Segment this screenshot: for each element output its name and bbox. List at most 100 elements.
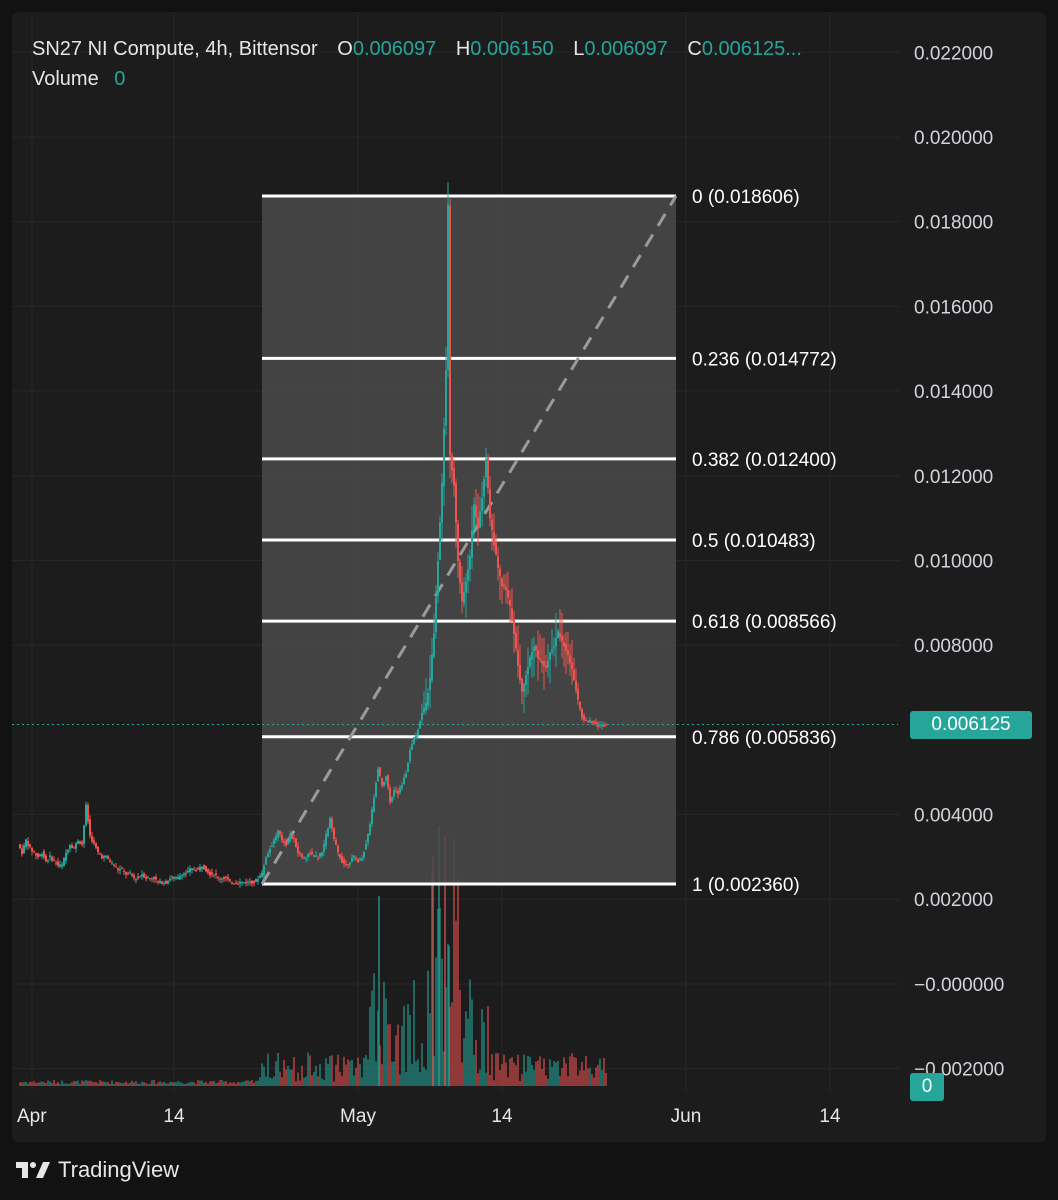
candle-body: [205, 865, 207, 872]
volume-bar: [501, 1063, 503, 1086]
candle-body: [463, 592, 465, 604]
axes: 0.022000 0.020000 0.018000 0.016000 0.014000…: [12, 43, 1004, 1127]
volume-bar: [537, 1060, 539, 1086]
candle-body: [187, 870, 189, 873]
volume-bar: [367, 1059, 369, 1086]
volume-bar: [113, 1083, 115, 1086]
candle-body: [165, 880, 167, 884]
candle-body: [317, 857, 319, 859]
volume-bar: [271, 1078, 273, 1086]
candle-body: [383, 781, 385, 787]
volume-bar: [247, 1080, 249, 1086]
candle-body: [483, 479, 485, 497]
volume-bar: [557, 1060, 559, 1086]
volume-bar: [521, 1074, 523, 1086]
candle-body: [327, 828, 329, 836]
volume-bar: [171, 1082, 173, 1086]
candle-body: [259, 875, 261, 879]
candle-body: [337, 845, 339, 853]
volume-bar: [383, 981, 385, 1086]
candle-body: [253, 880, 255, 884]
volume-bar: [349, 1061, 351, 1086]
volume-bar: [345, 1064, 347, 1086]
volume-bar: [325, 1058, 327, 1086]
candle-body: [267, 853, 269, 858]
candle-body: [235, 882, 237, 884]
y-tick-label: 0.010000: [914, 551, 993, 572]
candle-body: [163, 883, 165, 885]
candle-body: [139, 876, 141, 878]
candle-body: [51, 856, 53, 861]
volume-bar: [217, 1082, 219, 1086]
volume-bar: [469, 979, 471, 1086]
volume-bar: [79, 1083, 81, 1086]
chart-panel[interactable]: 0 (0.018606) 0.236 (0.014772) 0.382 (0.012…: [12, 12, 1046, 1142]
candle-body: [417, 729, 419, 735]
candle-body: [505, 586, 507, 590]
symbol-title[interactable]: SN27 NI Compute, 4h, Bittensor: [32, 38, 318, 60]
volume-bar: [321, 1078, 323, 1086]
volume-bar: [185, 1083, 187, 1086]
volume-bar: [39, 1082, 41, 1086]
candle-body: [257, 879, 259, 882]
tradingview-logo-icon[interactable]: [16, 1160, 50, 1180]
candle-body: [217, 877, 219, 879]
tradingview-brand[interactable]: TradingView: [58, 1157, 180, 1182]
candle-body: [247, 881, 249, 883]
candle-body: [361, 858, 363, 861]
candle-body: [349, 862, 351, 865]
candle-body: [549, 652, 551, 660]
volume-bar: [353, 1075, 355, 1086]
candle-body: [381, 778, 383, 786]
volume-bar: [423, 1066, 425, 1086]
high-value: 0.006150: [470, 38, 554, 60]
candle-body: [557, 631, 559, 639]
candle-body: [399, 787, 401, 793]
volume-bar: [129, 1082, 131, 1086]
volume-bar: [49, 1081, 51, 1086]
candle-body: [83, 825, 85, 845]
candle-body: [297, 846, 299, 854]
volume-bar: [273, 1076, 275, 1086]
candle-body: [475, 505, 477, 518]
x-tick-label: 14: [163, 1106, 185, 1127]
y-tick-label: 0.002000: [914, 890, 993, 911]
volume-bar: [135, 1080, 137, 1086]
candle-body: [319, 853, 321, 857]
candle-body: [215, 873, 217, 876]
candle-body: [497, 556, 499, 568]
candle-body: [543, 661, 545, 666]
candle-body: [179, 876, 181, 880]
candle-body: [351, 857, 353, 862]
candle-body: [219, 878, 221, 880]
volume-bar: [385, 998, 387, 1086]
volume-bar: [371, 990, 373, 1086]
candle-body: [343, 859, 345, 864]
candle-body: [99, 853, 101, 855]
candle-body: [211, 872, 213, 875]
candle-body: [113, 864, 115, 866]
volume-bar: [391, 1061, 393, 1086]
volume-bar: [93, 1082, 95, 1086]
candle-body: [389, 787, 391, 803]
candle-body: [425, 703, 427, 711]
volume-bar: [175, 1082, 177, 1086]
volume-bar: [357, 1057, 359, 1086]
volume-bar: [241, 1081, 243, 1086]
volume-bar: [139, 1083, 141, 1086]
candle-body: [45, 855, 47, 862]
candle-body: [285, 841, 287, 846]
volume-bar: [389, 1023, 391, 1086]
volume-bar: [581, 1061, 583, 1086]
volume-bar: [531, 1064, 533, 1086]
candle-body: [419, 721, 421, 729]
volume-bar: [81, 1080, 83, 1086]
price-chart[interactable]: 0 (0.018606) 0.236 (0.014772) 0.382 (0.012…: [12, 12, 1046, 1142]
volume-bar: [223, 1081, 225, 1086]
close-value: 0.006125...: [701, 38, 802, 60]
volume-bar: [303, 1077, 305, 1086]
volume-bar: [503, 1054, 505, 1086]
candle-body: [599, 724, 601, 726]
volume-bar: [29, 1081, 31, 1086]
candle-body: [225, 877, 227, 879]
